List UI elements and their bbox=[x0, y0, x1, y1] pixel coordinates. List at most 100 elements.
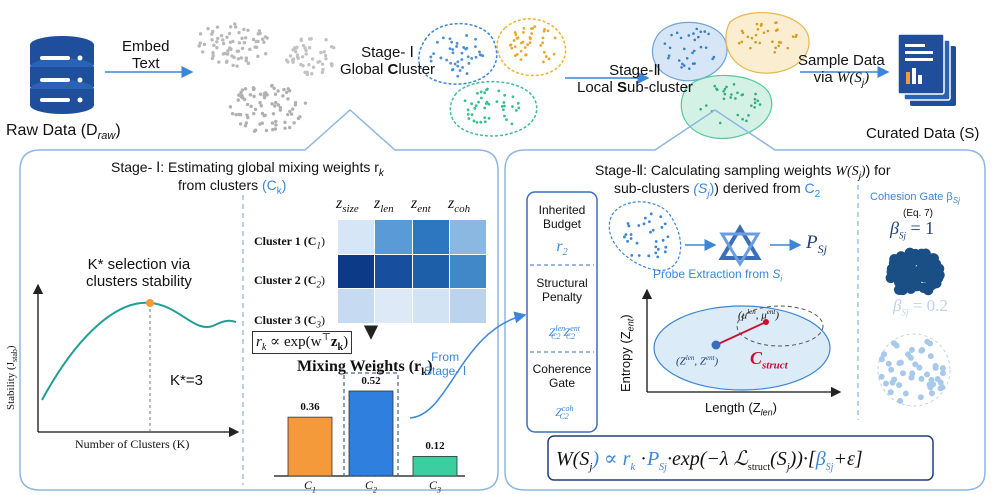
heatmap-cell bbox=[448, 219, 488, 255]
cluster-point bbox=[484, 102, 488, 105]
stage2-components-box bbox=[526, 191, 598, 433]
embedding-point bbox=[252, 129, 257, 133]
embedding-point bbox=[274, 119, 278, 124]
cluster-point bbox=[435, 40, 439, 44]
heatmap-row bbox=[336, 219, 488, 255]
cluster-point bbox=[543, 27, 547, 31]
stage1-label: Stage- Ⅰ Global Cluster bbox=[340, 44, 436, 78]
embedding-point bbox=[243, 36, 248, 40]
selected-bar-highlight bbox=[343, 372, 399, 477]
embedding-point bbox=[238, 112, 243, 117]
sparse-point bbox=[912, 361, 919, 368]
embedding-point bbox=[292, 121, 296, 125]
subcluster-point bbox=[647, 254, 651, 258]
bar-value-label: 0.36 bbox=[300, 401, 320, 414]
dense-point bbox=[911, 281, 922, 292]
embedding-point bbox=[226, 49, 230, 53]
cluster-point bbox=[451, 48, 455, 51]
sparse-point bbox=[902, 390, 909, 397]
dense-point bbox=[921, 255, 933, 266]
heatmap-cell bbox=[374, 219, 413, 255]
bar-1 bbox=[287, 416, 333, 477]
struct-distance bbox=[715, 321, 767, 346]
sparse-point bbox=[897, 397, 904, 404]
cluster-point bbox=[465, 72, 469, 75]
embedding-point bbox=[273, 92, 278, 96]
cluster-point bbox=[429, 55, 433, 59]
embedding-point bbox=[324, 57, 328, 61]
curated-documents-icon bbox=[897, 33, 956, 106]
cluster-point bbox=[547, 57, 551, 61]
embedding-point bbox=[260, 121, 264, 125]
embedding-point bbox=[316, 60, 320, 64]
embedding-point bbox=[225, 52, 230, 56]
embedding-point bbox=[288, 109, 292, 114]
embedding-point bbox=[276, 89, 280, 93]
embedding-point bbox=[248, 93, 253, 97]
subcluster-point bbox=[651, 228, 655, 232]
embedding-point bbox=[305, 72, 310, 77]
cluster-point bbox=[478, 50, 481, 54]
cluster-point bbox=[528, 41, 532, 45]
cluster-point bbox=[474, 55, 478, 59]
embedding-point bbox=[295, 55, 300, 59]
embedding-point bbox=[283, 120, 287, 125]
embedding-point bbox=[291, 57, 296, 61]
structural-penalty-terms: ZlenC2 ZentC2 bbox=[548, 324, 580, 342]
subcluster-point bbox=[687, 34, 691, 37]
subcluster-point bbox=[786, 46, 790, 50]
embedding-point bbox=[310, 72, 314, 76]
from-stage1-arrow bbox=[409, 311, 527, 419]
cluster-point bbox=[476, 91, 479, 95]
sparse-point bbox=[899, 370, 906, 377]
subcluster-point bbox=[635, 241, 639, 245]
cluster-point bbox=[524, 53, 528, 56]
subcluster-point bbox=[777, 44, 781, 48]
cluster-point bbox=[462, 46, 466, 49]
bar-category-letter: C bbox=[303, 478, 312, 492]
kstar-value: K*=3 bbox=[170, 372, 203, 389]
embedding-point bbox=[230, 111, 235, 116]
cluster-point bbox=[546, 29, 550, 33]
subcluster-point bbox=[685, 56, 689, 60]
cluster-point bbox=[487, 116, 491, 120]
subcluster-point bbox=[663, 222, 667, 226]
cluster-point bbox=[526, 43, 530, 47]
subcluster-point bbox=[627, 224, 631, 228]
subcluster-outline bbox=[608, 201, 682, 272]
bar-category-sub: 1 bbox=[312, 485, 316, 495]
bar-category-letter: C bbox=[428, 478, 437, 492]
cluster-point bbox=[479, 90, 483, 94]
embedding-point bbox=[235, 64, 239, 68]
embedding-point bbox=[258, 100, 262, 105]
embedding-point bbox=[233, 25, 238, 29]
subcluster-point bbox=[741, 31, 745, 35]
subcluster-point bbox=[666, 235, 670, 239]
bar-category-label: C1 bbox=[288, 478, 332, 494]
cluster-point bbox=[456, 64, 460, 68]
subcluster-point bbox=[749, 46, 752, 50]
inherited-r2: r2 bbox=[556, 238, 568, 259]
embedding-point bbox=[271, 127, 275, 132]
subcluster-point bbox=[725, 85, 728, 89]
sparse-point bbox=[917, 394, 924, 401]
subcluster-point bbox=[776, 28, 779, 31]
dense-point bbox=[906, 257, 918, 268]
subcluster-points bbox=[623, 212, 670, 259]
cluster-point bbox=[483, 116, 487, 120]
embedding-point bbox=[244, 59, 248, 63]
embedding-point bbox=[271, 112, 276, 116]
cluster-point bbox=[503, 93, 507, 97]
subcluster-point bbox=[723, 92, 727, 96]
cluster-point bbox=[470, 102, 474, 106]
cluster-point bbox=[503, 104, 506, 108]
mixing-formula: rk ∝ exp(w⊤zk) bbox=[252, 331, 353, 354]
cluster-point bbox=[479, 120, 483, 124]
embedding-point bbox=[224, 60, 229, 64]
subcluster-point bbox=[699, 45, 703, 49]
subcluster-point bbox=[675, 31, 679, 35]
subcluster-point bbox=[656, 255, 660, 259]
embedding-point bbox=[260, 111, 265, 116]
embedding-point bbox=[238, 122, 243, 126]
cluster-point bbox=[516, 101, 520, 105]
